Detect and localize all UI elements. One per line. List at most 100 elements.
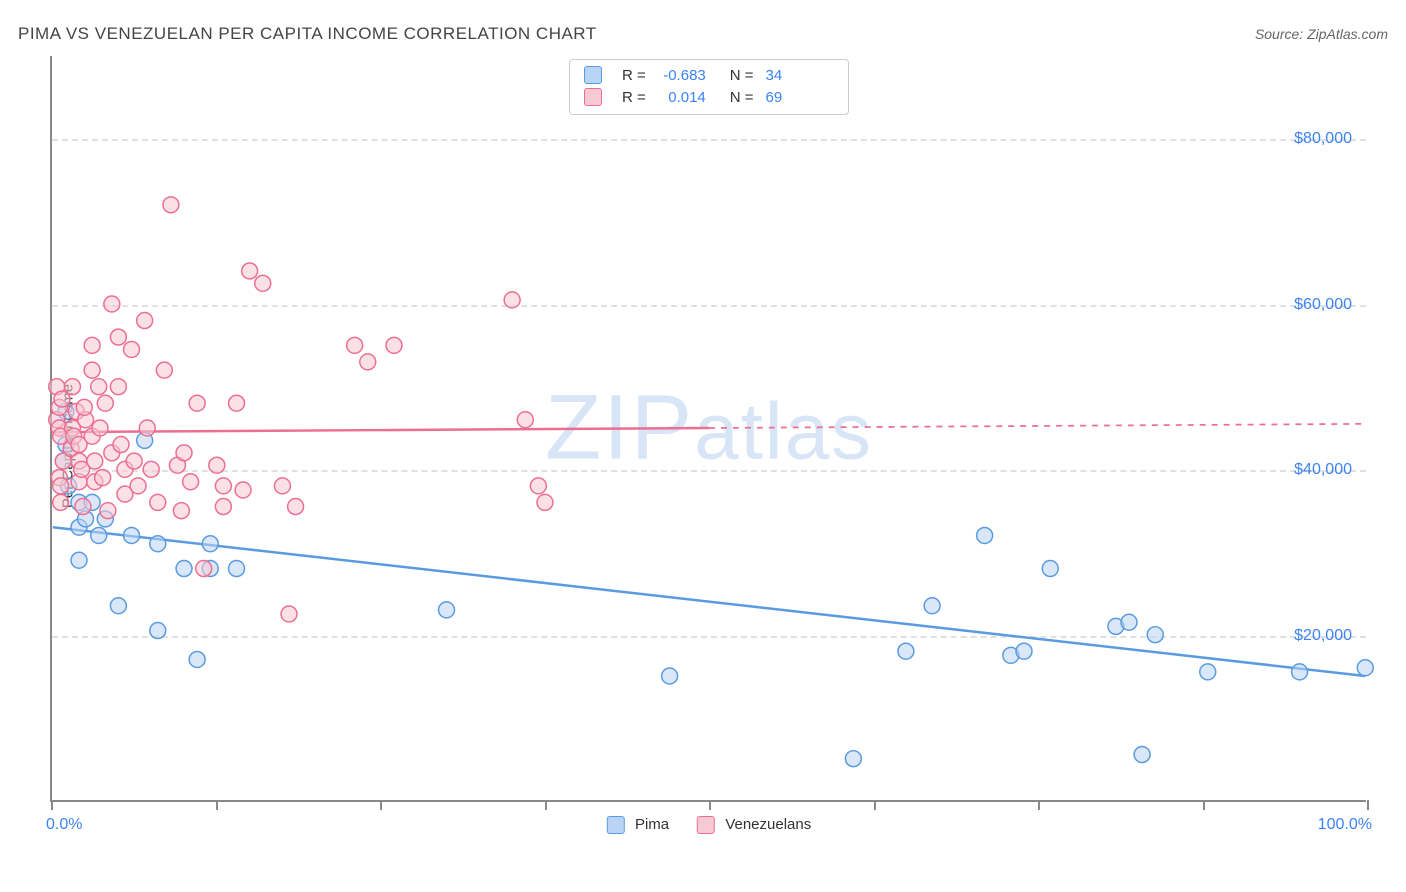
data-point-pima [898,643,914,659]
n-value-pima: 34 [766,67,783,84]
data-point-pima [924,598,940,614]
data-point-venezuelans [126,453,142,469]
data-point-venezuelans [76,399,92,415]
trend-line-dashed-venezuelans [709,424,1365,428]
data-point-venezuelans [130,478,146,494]
x-tick [1203,800,1205,810]
x-tick [709,800,711,810]
n-value-venezuelans: 69 [766,89,783,106]
legend-item-venezuelans: Venezuelans [697,816,811,834]
data-point-venezuelans [281,606,297,622]
data-point-venezuelans [183,474,199,490]
data-point-venezuelans [113,437,129,453]
x-axis-max-label: 100.0% [1318,816,1372,834]
data-point-venezuelans [137,313,153,329]
data-point-venezuelans [196,561,212,577]
data-point-pima [1357,660,1373,676]
data-point-pima [977,527,993,543]
legend-label-venezuelans: Venezuelans [725,816,811,833]
legend-swatch-pima [607,816,625,834]
x-tick [1367,800,1369,810]
data-point-venezuelans [104,296,120,312]
trend-line-pima [53,527,1365,676]
data-point-pima [150,536,166,552]
legend-item-pima: Pima [607,816,669,834]
data-point-venezuelans [517,412,533,428]
data-point-venezuelans [235,482,251,498]
data-point-venezuelans [143,461,159,477]
chart-title: PIMA VS VENEZUELAN PER CAPITA INCOME COR… [18,24,597,43]
data-point-venezuelans [255,275,271,291]
data-point-venezuelans [189,395,205,411]
r-value-venezuelans: 0.014 [656,89,706,106]
n-label: N = [730,89,754,106]
x-tick [1038,800,1040,810]
data-point-venezuelans [215,478,231,494]
data-point-venezuelans [87,453,103,469]
data-point-pima [439,602,455,618]
x-axis-min-label: 0.0% [46,816,82,834]
data-point-venezuelans [139,420,155,436]
series-legend: Pima Venezuelans [607,816,811,834]
x-tick [874,800,876,810]
data-point-venezuelans [229,395,245,411]
data-point-venezuelans [64,379,80,395]
r-value-pima: -0.683 [656,67,706,84]
data-point-pima [202,536,218,552]
data-point-pima [229,561,245,577]
data-point-pima [189,651,205,667]
data-point-pima [1016,643,1032,659]
data-point-venezuelans [156,362,172,378]
plot-area: $20,000$40,000$60,000$80,000 ZIPatlas R … [50,56,1366,802]
data-point-venezuelans [97,395,113,411]
data-point-pima [1200,664,1216,680]
data-point-venezuelans [124,341,140,357]
x-tick [216,800,218,810]
data-point-venezuelans [95,470,111,486]
corr-swatch-venezuelans [584,88,602,106]
data-point-venezuelans [530,478,546,494]
data-point-venezuelans [100,503,116,519]
data-point-venezuelans [150,494,166,510]
data-point-venezuelans [53,494,69,510]
data-point-venezuelans [110,329,126,345]
data-point-pima [1292,664,1308,680]
r-label: R = [622,89,646,106]
data-point-venezuelans [110,379,126,395]
data-point-venezuelans [504,292,520,308]
data-point-venezuelans [91,379,107,395]
data-point-venezuelans [537,494,553,510]
data-point-venezuelans [347,337,363,353]
scatter-canvas [52,56,1366,800]
data-point-venezuelans [288,499,304,515]
legend-swatch-venezuelans [697,816,715,834]
data-point-pima [845,751,861,767]
data-point-venezuelans [215,499,231,515]
n-label: N = [730,67,754,84]
data-point-venezuelans [274,478,290,494]
x-tick [380,800,382,810]
correlation-legend: R = -0.683 N = 34 R = 0.014 N = 69 [569,59,849,115]
source-attribution: Source: ZipAtlas.com [1255,26,1388,42]
data-point-pima [1134,747,1150,763]
data-point-pima [110,598,126,614]
data-point-pima [91,527,107,543]
data-point-pima [1042,561,1058,577]
data-point-pima [1147,627,1163,643]
data-point-venezuelans [386,337,402,353]
data-point-pima [150,623,166,639]
x-tick [51,800,53,810]
data-point-pima [662,668,678,684]
data-point-venezuelans [360,354,376,370]
r-label: R = [622,67,646,84]
corr-swatch-pima [584,66,602,84]
x-tick [545,800,547,810]
data-point-pima [1121,614,1137,630]
data-point-venezuelans [209,457,225,473]
data-point-pima [71,552,87,568]
data-point-venezuelans [163,197,179,213]
data-point-pima [176,561,192,577]
data-point-pima [124,527,140,543]
data-point-venezuelans [53,478,69,494]
data-point-venezuelans [173,503,189,519]
